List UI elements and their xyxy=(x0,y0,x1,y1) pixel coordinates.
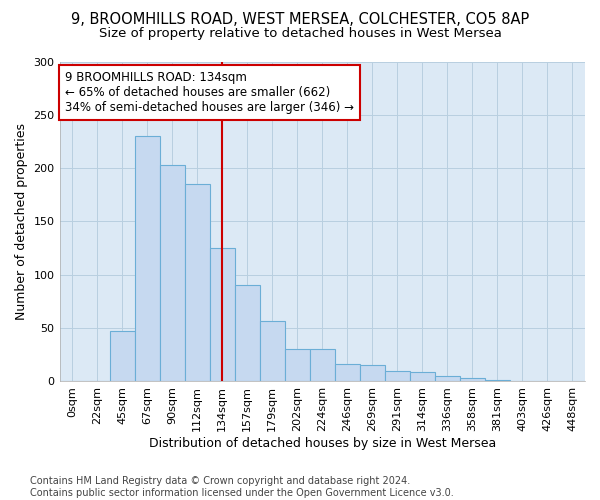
Bar xyxy=(410,372,435,382)
Text: 9 BROOMHILLS ROAD: 134sqm
← 65% of detached houses are smaller (662)
34% of semi: 9 BROOMHILLS ROAD: 134sqm ← 65% of detac… xyxy=(65,71,354,114)
Bar xyxy=(460,378,485,382)
Bar xyxy=(385,371,410,382)
Bar xyxy=(185,184,209,382)
Bar xyxy=(110,332,134,382)
Bar xyxy=(285,350,310,382)
Text: Contains HM Land Registry data © Crown copyright and database right 2024.
Contai: Contains HM Land Registry data © Crown c… xyxy=(30,476,454,498)
Bar xyxy=(209,248,235,382)
Y-axis label: Number of detached properties: Number of detached properties xyxy=(15,123,28,320)
Bar xyxy=(360,366,385,382)
Bar xyxy=(235,286,260,382)
Bar xyxy=(485,380,510,382)
Text: Size of property relative to detached houses in West Mersea: Size of property relative to detached ho… xyxy=(98,28,502,40)
Bar xyxy=(160,165,185,382)
Bar xyxy=(335,364,360,382)
Text: 9, BROOMHILLS ROAD, WEST MERSEA, COLCHESTER, CO5 8AP: 9, BROOMHILLS ROAD, WEST MERSEA, COLCHES… xyxy=(71,12,529,28)
X-axis label: Distribution of detached houses by size in West Mersea: Distribution of detached houses by size … xyxy=(149,437,496,450)
Bar xyxy=(134,136,160,382)
Bar xyxy=(260,320,285,382)
Bar xyxy=(435,376,460,382)
Bar xyxy=(310,350,335,382)
